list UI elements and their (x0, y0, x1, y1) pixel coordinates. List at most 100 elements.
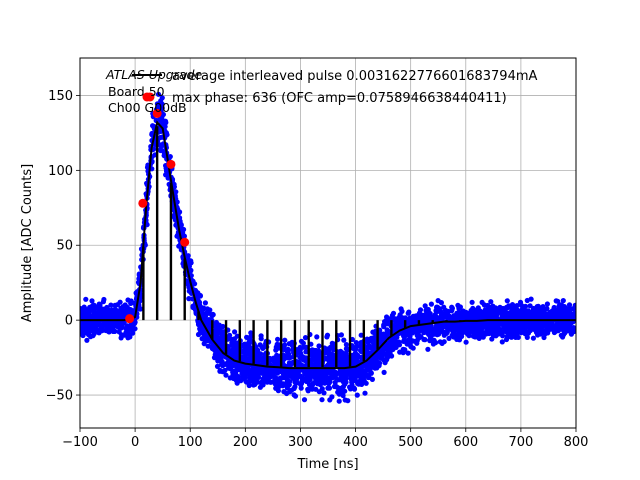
scatter-point (286, 382, 292, 388)
scatter-point (128, 309, 134, 316)
scatter-point (92, 312, 98, 318)
scatter-point (424, 310, 430, 317)
scatter-point (256, 374, 262, 380)
scatter-point (80, 322, 83, 328)
scatter-point (91, 331, 97, 337)
scatter-point (537, 331, 544, 337)
x-tick-label: 400 (343, 435, 368, 450)
scatter-point (303, 349, 309, 355)
scatter-point (463, 339, 469, 345)
scatter-point (489, 312, 495, 318)
scatter-point (123, 307, 130, 313)
scatter-point (423, 327, 430, 333)
scatter-point (442, 307, 449, 313)
scatter-point (340, 363, 346, 369)
scatter-point (544, 314, 550, 320)
scatter-point (123, 331, 129, 337)
scatter-point (551, 304, 557, 311)
scatter-point (347, 386, 354, 392)
scatter-point (509, 309, 516, 315)
scatter-point (548, 322, 554, 328)
scatter-point (553, 298, 559, 304)
scatter-point (336, 398, 342, 404)
scatter-point (159, 119, 165, 125)
scatter-point (401, 337, 407, 343)
scatter-point (319, 369, 325, 375)
scatter-point (544, 301, 551, 307)
scatter-point (116, 329, 122, 335)
scatter-point (428, 324, 434, 330)
x-tick-label: 500 (398, 435, 423, 450)
scatter-point (122, 302, 128, 308)
scatter-point (114, 302, 121, 308)
scatter-point (309, 353, 315, 359)
x-tick-label: 0 (131, 435, 139, 450)
scatter-point (245, 369, 251, 375)
scatter-point (505, 326, 511, 332)
scatter-point (415, 332, 421, 338)
scatter-point (284, 353, 290, 359)
scatter-point (367, 368, 373, 374)
scatter-point (509, 302, 516, 308)
scatter-point (389, 337, 396, 343)
scatter-point (418, 314, 424, 320)
plot-frame (79, 57, 577, 429)
scatter-point (217, 368, 223, 374)
scatter-point (251, 382, 257, 388)
scatter-point (206, 317, 212, 323)
scatter-point (381, 324, 387, 330)
scatter-point (522, 329, 528, 335)
scatter-point (482, 320, 488, 326)
scatter-point (223, 372, 229, 378)
scatter-point (333, 384, 339, 390)
scatter-point (562, 330, 568, 336)
scatter-point (433, 327, 440, 333)
scatter-point (227, 366, 234, 372)
scatter-point (525, 310, 531, 316)
scatter-point (327, 355, 333, 361)
scatter-point (406, 331, 412, 337)
scatter-point (106, 327, 112, 333)
scatter-point (303, 378, 309, 384)
scatter-point (108, 302, 114, 308)
scatter-point (519, 303, 525, 309)
scatter-point (289, 342, 295, 348)
scatter-point (326, 381, 332, 387)
scatter-point (493, 319, 499, 326)
scatter-point (291, 369, 297, 375)
scatter-point (197, 320, 203, 327)
scatter-point (164, 170, 170, 176)
scatter-point (358, 370, 364, 376)
scatter-point (366, 343, 372, 349)
scatter-point (245, 335, 252, 342)
scatter-point (435, 298, 441, 304)
scatter-point (341, 376, 347, 382)
scatter-point (275, 336, 281, 342)
scatter-point (260, 382, 266, 388)
scatter-point (351, 372, 357, 378)
scatter-point (410, 338, 416, 344)
scatter-point (130, 330, 136, 336)
legend: average interleaved pulse 0.003162277660… (132, 69, 538, 106)
scatter-point (321, 390, 327, 396)
scatter-point (322, 380, 328, 386)
scatter-point (338, 348, 344, 354)
scatter-point (214, 363, 221, 369)
scatter-point (544, 306, 550, 312)
scatter-point (552, 329, 558, 335)
scatter-point (85, 331, 92, 337)
scatter-point (219, 361, 225, 367)
scatter-point (80, 332, 86, 339)
scatter-point (397, 349, 403, 355)
x-tick-label: −100 (62, 435, 98, 450)
scatter-point (251, 377, 257, 383)
scatter-point (218, 355, 224, 361)
scatter-point (240, 343, 247, 349)
scatter-point (341, 337, 347, 343)
scatter-point (321, 374, 327, 380)
scatter-point (344, 346, 350, 353)
scatter-point (238, 378, 244, 384)
scatter-point (159, 101, 165, 107)
scatter-point (527, 303, 533, 309)
scatter-point (309, 383, 315, 389)
